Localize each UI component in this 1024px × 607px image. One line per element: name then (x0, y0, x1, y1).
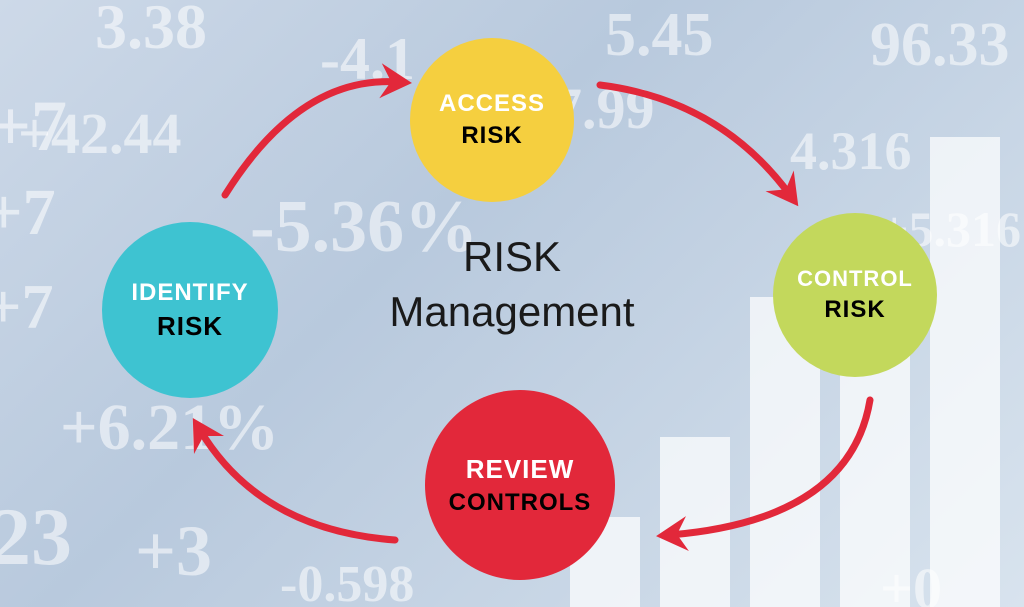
node-review: REVIEW CONTROLS (425, 390, 615, 580)
node-identify-label-top: IDENTIFY (131, 279, 248, 307)
arrow-control-to-review (670, 400, 870, 535)
node-control: CONTROL RISK (773, 213, 937, 377)
arrow-access-to-control (600, 85, 790, 195)
center-title-line2: Management (362, 285, 662, 340)
center-title-line1: RISK (362, 230, 662, 285)
node-identify-label-bottom: RISK (157, 311, 223, 342)
arrow-review-to-identify (200, 430, 395, 540)
arrow-identify-to-access (225, 82, 398, 195)
node-review-label-bottom: CONTROLS (449, 489, 592, 517)
node-access-label-top: ACCESS (439, 90, 545, 118)
node-access: ACCESS RISK (410, 38, 574, 202)
diagram-container: RISK Management ACCESS RISK CONTROL RISK REV… (0, 0, 1024, 607)
node-identify: IDENTIFY RISK (102, 222, 278, 398)
node-access-label-bottom: RISK (461, 122, 522, 150)
node-review-label-top: REVIEW (466, 454, 575, 485)
center-title: RISK Management (362, 230, 662, 339)
node-control-label-bottom: RISK (824, 296, 885, 324)
node-control-label-top: CONTROL (797, 266, 913, 292)
